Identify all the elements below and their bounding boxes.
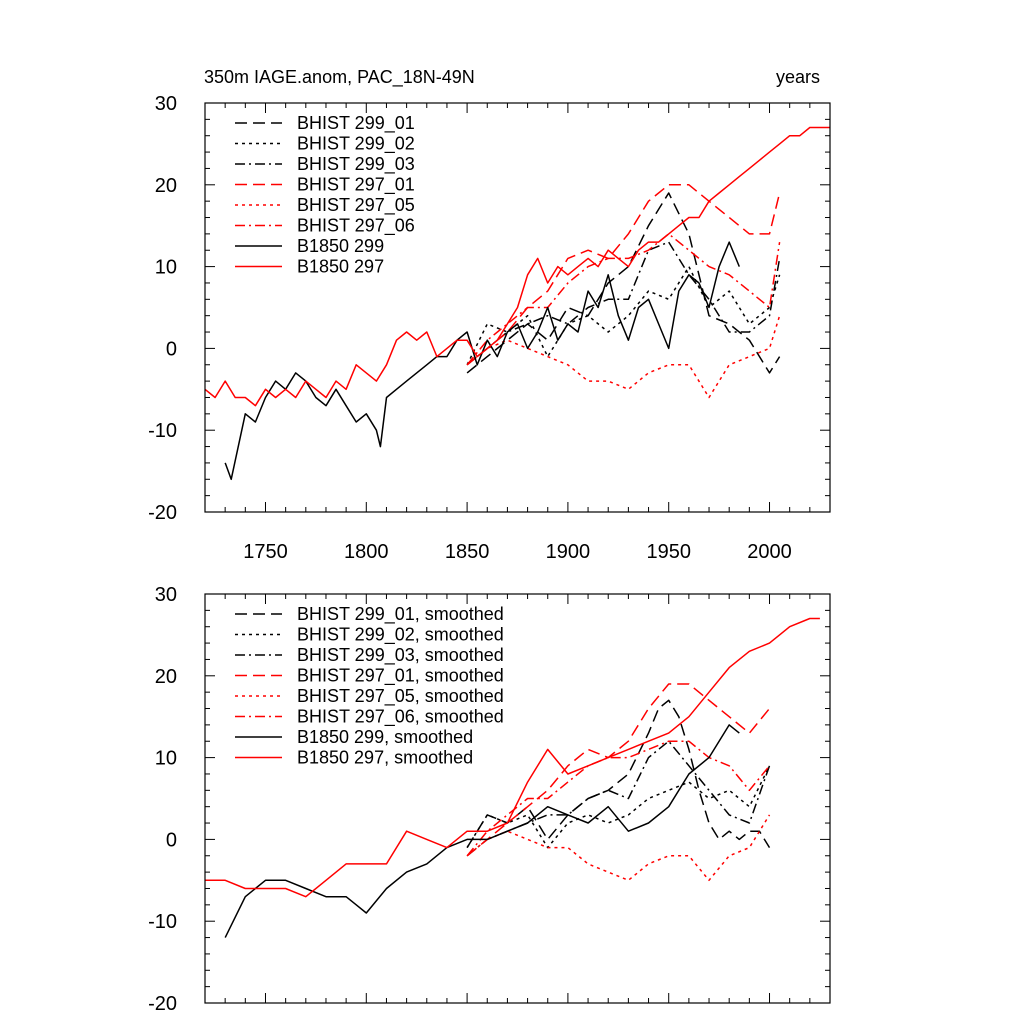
legend-label: B1850 297 (297, 257, 384, 277)
series-line-b1850-299 (224, 241, 740, 481)
series-line-bhist-299-03-smoothed (466, 740, 771, 857)
legend-label: B1850 297, smoothed (297, 748, 473, 768)
legend-label: BHIST 299_03, smoothed (297, 645, 504, 666)
legend-label: BHIST 297_01 (297, 175, 415, 196)
series-line-bhist-299-01 (466, 192, 781, 374)
series-line-bhist-299-03 (466, 241, 781, 366)
x-tick-label: 1850 (445, 541, 490, 563)
legend-label: BHIST 297_01, smoothed (297, 666, 504, 687)
legend-label: BHIST 299_02 (297, 134, 415, 155)
series-line-bhist-297-01-smoothed (466, 683, 771, 857)
legend-label: BHIST 299_03 (297, 154, 415, 175)
top-panel: 350m IAGE.anom, PAC_18N-49N years -20 -10… (148, 67, 831, 563)
series-line-bhist-297-06 (466, 233, 781, 366)
y-tick-label: -20 (148, 502, 177, 524)
chart-title: 350m IAGE.anom, PAC_18N-49N (204, 67, 475, 88)
x-tick-label: 1750 (243, 541, 288, 563)
series-line-bhist-299-02 (466, 265, 781, 366)
legend-label: BHIST 297_05 (297, 195, 415, 216)
y-tick-label: 20 (155, 666, 177, 688)
x-tick-label: 1950 (646, 541, 691, 563)
plot-frame (204, 593, 831, 1004)
y-tick-label: 30 (155, 93, 177, 115)
series-line-b1850-297 (204, 126, 830, 407)
plot-frame (204, 102, 831, 513)
x-tick-label: 2000 (747, 541, 792, 563)
series-line-bhist-297-06-smoothed (466, 740, 771, 857)
legend-label: BHIST 299_01, smoothed (297, 604, 504, 625)
series-line-bhist-299-01-smoothed (466, 699, 771, 848)
y-tick-label: -10 (148, 420, 177, 442)
y-tick-label: -20 (148, 993, 177, 1015)
series-line-b1850-297-smoothed (205, 617, 820, 898)
y-tick-label: 0 (166, 338, 177, 360)
series-line-b1850-299-smoothed (224, 724, 740, 938)
legend-label: B1850 299, smoothed (297, 727, 473, 747)
legend-label: BHIST 297_06 (297, 216, 415, 237)
legend-label: BHIST 299_01 (297, 113, 415, 134)
y-tick-label: 10 (155, 257, 177, 279)
y-tick-label: 0 (166, 829, 177, 851)
series-line-bhist-297-05-smoothed (466, 814, 771, 882)
chart-units-label: years (776, 67, 820, 87)
y-tick-label: 10 (155, 748, 177, 770)
series-line-bhist-299-02-smoothed (466, 765, 771, 849)
x-tick-label: 1900 (546, 541, 591, 563)
y-tick-label: -10 (148, 911, 177, 933)
y-tick-label: 20 (155, 175, 177, 197)
legend-label: B1850 299 (297, 236, 384, 256)
legend-label: BHIST 297_05, smoothed (297, 686, 504, 707)
y-tick-label: 30 (155, 584, 177, 606)
x-tick-label: 1800 (344, 541, 389, 563)
legend-label: BHIST 299_02, smoothed (297, 625, 504, 646)
legend-label: BHIST 297_06, smoothed (297, 707, 504, 728)
series-line-bhist-297-01 (466, 184, 781, 366)
